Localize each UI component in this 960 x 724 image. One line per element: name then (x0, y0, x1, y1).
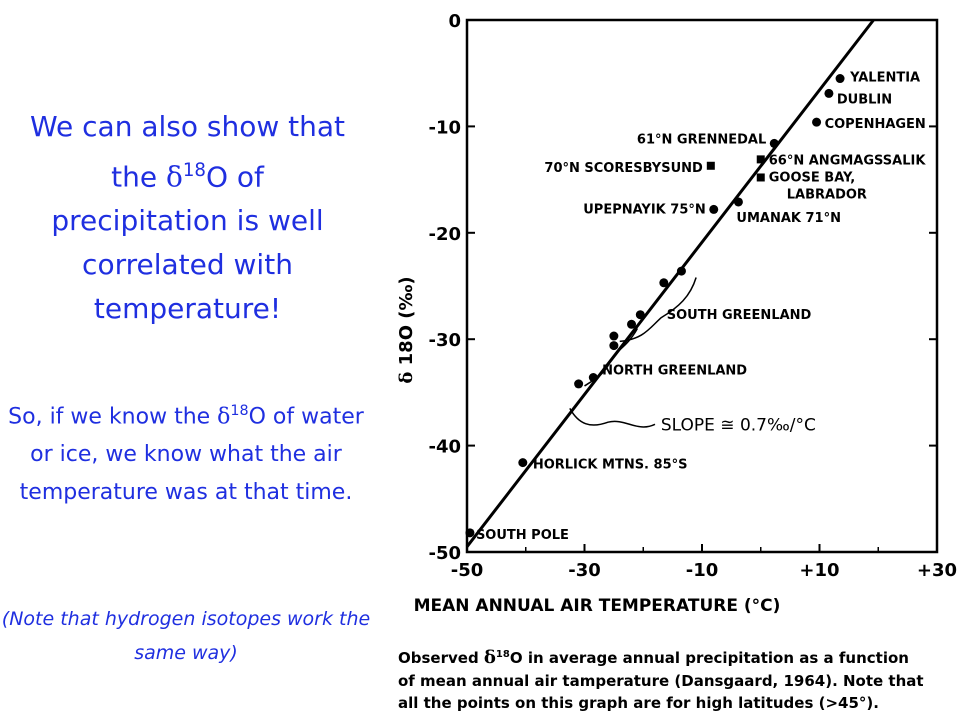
data-point (756, 173, 765, 182)
caption-line1-a: Observed (398, 649, 484, 667)
delta-symbol: δ (165, 160, 183, 194)
subtext-1: So, if we know the (8, 404, 218, 430)
regression-line (465, 19, 875, 548)
data-point (574, 379, 584, 389)
y-axis-label: δ 18O (‰) (396, 276, 417, 383)
slide-text-panel: We can also show that the δ18O of precip… (0, 0, 370, 720)
superscript-18: 18 (182, 160, 206, 181)
data-point (769, 138, 779, 148)
data-point (706, 161, 715, 170)
south-greenland-bracket (619, 277, 697, 343)
x-tick-label: +10 (799, 560, 839, 581)
caption-line3: all the points on this graph are for hig… (398, 694, 879, 712)
point-label: YALENTIA (849, 71, 920, 86)
point-label: DUBLIN (837, 92, 892, 107)
slope-label: SLOPE ≅ 0.7‰/°C (661, 416, 816, 436)
point-label: HORLICK MTNS. 85°S (533, 458, 688, 473)
data-point (465, 528, 475, 538)
data-point (609, 331, 619, 341)
slide-note: (Note that hydrogen isotopes work the sa… (1, 608, 371, 664)
caption-line2: of mean annual air tamperature (Dansgaar… (398, 672, 924, 690)
point-label: UPEPNAYIK 75°N (583, 202, 706, 217)
group-label: NORTH GREENLAND (602, 363, 747, 378)
group-label: SOUTH GREENLAND (667, 308, 812, 323)
slope-pointer (569, 407, 656, 428)
slide-headline: We can also show that the δ18O of precip… (20, 105, 355, 331)
caption-line1-b: O in average annual precipitation as a f… (510, 649, 909, 667)
data-point (709, 204, 719, 214)
point-label: 61°N GRENNEDAL (637, 132, 766, 147)
data-point (588, 373, 598, 383)
svg-text:δ 18O (‰): δ 18O (‰) (396, 276, 417, 383)
data-point (733, 197, 743, 207)
slide-subtext: So, if we know the δ18O of water or ice,… (8, 392, 364, 512)
point-label: GOOSE BAY, LABRADOR (769, 170, 867, 202)
superscript-18: 18 (230, 403, 249, 419)
headline-text-1: We can also show that the (29, 110, 346, 194)
y-tick-label: -10 (428, 117, 461, 138)
subtext-2: O of water or ice, we know what the air … (19, 404, 364, 506)
x-tick-label: +30 (917, 560, 957, 581)
figure-panel: -50 -30 -10 +10 +30 0 -10 -20 -30 -40 -50 SOUTH PO… (372, 0, 960, 720)
y-tick-label: -40 (428, 437, 461, 458)
north-greenland-bracket (584, 328, 639, 387)
caption-delta: δ (484, 647, 496, 668)
data-point (609, 341, 619, 351)
x-axis-label: MEAN ANNUAL AIR TEMPERATURE (°C) (414, 596, 781, 616)
point-label: 70°N SCORESBYSUND (544, 161, 703, 176)
y-tick-label: -30 (428, 330, 461, 351)
delta-symbol: δ (217, 404, 231, 430)
x-tick-label: -50 (451, 560, 484, 581)
y-tick-label: -50 (428, 543, 461, 564)
x-tick-label: -30 (568, 560, 601, 581)
data-point (824, 88, 834, 98)
y-axis-rest: 18O (‰) (396, 276, 417, 371)
data-point (518, 458, 528, 468)
scatter-chart: -50 -30 -10 +10 +30 0 -10 -20 -30 -40 -50 SOUTH PO… (396, 11, 957, 712)
data-point (635, 310, 645, 320)
y-tick-label: 0 (448, 11, 461, 32)
figure-caption: Observed δ18O in average annual precipit… (398, 647, 924, 712)
data-point (676, 266, 686, 276)
data-point (835, 74, 845, 84)
y-tick-label: -20 (428, 224, 461, 245)
point-label: SOUTH POLE (476, 528, 569, 543)
data-point (756, 155, 765, 164)
data-point (627, 319, 636, 329)
point-label: 66°N ANGMAGSSALIK (769, 153, 927, 168)
x-tick-label: -10 (686, 560, 719, 581)
point-label: COPENHAGEN (825, 117, 926, 132)
y-axis-delta: δ (396, 372, 417, 384)
svg-text:Observed δ18O in average annua: Observed δ18O in average annual precipit… (398, 647, 909, 668)
point-label: UMANAK 71°N (736, 211, 841, 226)
data-point (812, 117, 822, 127)
caption-sup: 18 (496, 649, 510, 660)
headline-text-2: O of precipitation is well correlated wi… (51, 160, 324, 326)
data-point (659, 278, 669, 288)
